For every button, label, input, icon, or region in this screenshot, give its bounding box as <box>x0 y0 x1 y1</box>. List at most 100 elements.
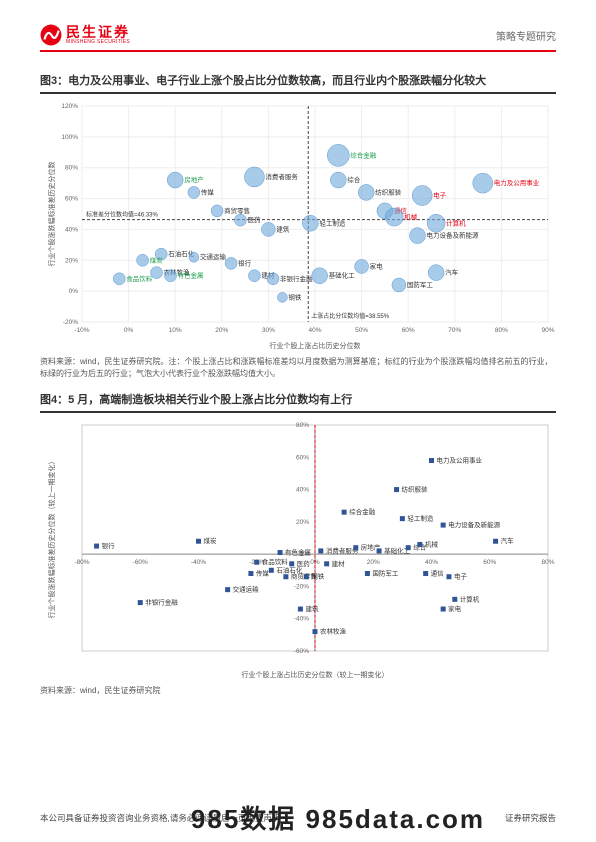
svg-text:纺织服装: 纺织服装 <box>375 188 402 197</box>
svg-text:汽车: 汽车 <box>501 536 515 545</box>
svg-text:电力及公用事业: 电力及公用事业 <box>494 179 540 188</box>
svg-text:80%: 80% <box>495 327 508 334</box>
svg-text:20%: 20% <box>65 258 78 265</box>
svg-text:纺织服装: 纺织服装 <box>402 485 429 494</box>
svg-text:60%: 60% <box>402 327 415 334</box>
svg-text:家电: 家电 <box>370 262 384 271</box>
svg-text:80%: 80% <box>65 165 78 172</box>
svg-text:-40%: -40% <box>191 559 206 566</box>
svg-text:90%: 90% <box>541 327 554 334</box>
svg-text:80%: 80% <box>296 422 309 429</box>
svg-text:机械: 机械 <box>404 212 418 221</box>
page-header: 民生证券 MINSHENG SECURITIES 策略专题研究 <box>40 24 556 52</box>
svg-text:基础化工: 基础化工 <box>329 271 356 280</box>
svg-text:上涨占比分位数均值=38.55%: 上涨占比分位数均值=38.55% <box>311 312 390 320</box>
svg-text:食品饮料: 食品饮料 <box>126 274 153 283</box>
svg-text:行业个股上涨占比历史分位数（较上一期变化）: 行业个股上涨占比历史分位数（较上一期变化） <box>242 670 389 679</box>
svg-text:-20%: -20% <box>63 319 78 326</box>
svg-text:30%: 30% <box>262 327 275 334</box>
svg-text:传媒: 传媒 <box>201 188 215 197</box>
svg-text:家电: 家电 <box>448 604 462 613</box>
svg-text:0%: 0% <box>69 289 79 296</box>
svg-text:建筑: 建筑 <box>276 225 290 234</box>
svg-text:计算机: 计算机 <box>446 219 466 228</box>
figure-4: 图4：5 月，高端制造板块相关行业个股上涨占比分位数均有上行 -80% -60% -… <box>40 393 556 697</box>
fig3-title: 图3：电力及公用事业、电子行业上涨个股占比分位数较高，而且行业内个股涨跌幅分化较… <box>40 74 556 94</box>
svg-text:行业个股涨跌幅标准差历史分位数: 行业个股涨跌幅标准差历史分位数 <box>47 162 56 267</box>
logo: 民生证券 MINSHENG SECURITIES <box>40 24 130 46</box>
footer-left: 本公司具备证券投资咨询业务资格,请务必阅读最后一页免责声明 <box>40 812 280 824</box>
fig3-caption: 资料来源：wind，民生证券研究院。注：个股上涨占比和涨跌幅标准差均以月度数据为… <box>40 356 556 378</box>
svg-text:汽车: 汽车 <box>445 268 459 277</box>
svg-text:60%: 60% <box>483 559 496 566</box>
svg-text:电力设备及新能源: 电力设备及新能源 <box>427 231 480 240</box>
svg-text:轻工制造: 轻工制造 <box>319 219 346 228</box>
svg-text:国防军工: 国防军工 <box>407 280 434 289</box>
svg-text:医药: 医药 <box>297 559 311 568</box>
logo-en: MINSHENG SECURITIES <box>66 39 130 45</box>
svg-text:有色金属: 有色金属 <box>178 271 204 280</box>
svg-text:交通运输: 交通运输 <box>200 253 227 262</box>
svg-text:钢铁: 钢铁 <box>288 293 302 302</box>
logo-icon <box>40 24 62 46</box>
svg-text:-10%: -10% <box>74 327 89 334</box>
svg-text:电子: 电子 <box>433 191 447 200</box>
svg-text:银行: 银行 <box>238 259 252 268</box>
footer-right: 证券研究报告 <box>505 812 556 824</box>
svg-text:80%: 80% <box>541 559 554 566</box>
svg-text:50%: 50% <box>355 327 368 334</box>
svg-text:医药: 医药 <box>247 216 261 225</box>
svg-text:20%: 20% <box>296 519 309 526</box>
logo-cn: 民生证券 <box>66 25 130 39</box>
svg-text:60%: 60% <box>296 454 309 461</box>
fig4-caption: 资料来源：wind，民生证券研究院 <box>40 685 556 696</box>
svg-text:标准差分位数均值=46.33%: 标准差分位数均值=46.33% <box>86 211 159 219</box>
svg-text:40%: 40% <box>425 559 438 566</box>
svg-text:消费者服务: 消费者服务 <box>265 172 298 181</box>
svg-text:-60%: -60% <box>133 559 148 566</box>
svg-text:钢铁: 钢铁 <box>311 572 325 581</box>
svg-text:-80%: -80% <box>74 559 89 566</box>
svg-text:120%: 120% <box>61 103 78 110</box>
svg-text:国防军工: 国防军工 <box>372 569 399 578</box>
svg-text:综合金融: 综合金融 <box>350 151 377 160</box>
svg-text:40%: 40% <box>65 227 78 234</box>
fig4-chart: -80%-60%-40%-20%0%20%40%60%80%-60%-40%-2… <box>40 417 556 681</box>
svg-text:非银行金融: 非银行金融 <box>145 598 178 607</box>
svg-text:20%: 20% <box>215 327 228 334</box>
svg-text:煤炭: 煤炭 <box>150 256 164 265</box>
svg-text:通信: 通信 <box>431 569 445 578</box>
svg-text:建材: 建材 <box>332 559 346 568</box>
svg-text:传媒: 传媒 <box>256 569 269 578</box>
svg-text:70%: 70% <box>448 327 461 334</box>
svg-text:电力设备及新能源: 电力设备及新能源 <box>448 520 501 529</box>
svg-text:-20%: -20% <box>294 584 309 591</box>
svg-text:10%: 10% <box>169 327 182 334</box>
svg-text:食品饮料: 食品饮料 <box>262 557 289 566</box>
figure-3: 图3：电力及公用事业、电子行业上涨个股占比分位数较高，而且行业内个股涨跌幅分化较… <box>40 74 556 379</box>
svg-text:20%: 20% <box>367 559 380 566</box>
svg-text:农林牧渔: 农林牧渔 <box>320 627 347 636</box>
svg-text:银行: 银行 <box>102 541 116 550</box>
svg-text:-40%: -40% <box>294 616 309 623</box>
svg-text:商贸零售: 商贸零售 <box>224 206 250 215</box>
fig3-chart: -10% 0% 10% 20% 30% 40% 50% 60% 70% 80% 90% -20% 0% 2… <box>40 98 556 352</box>
svg-text:计算机: 计算机 <box>460 594 480 603</box>
svg-text:综合金融: 综合金融 <box>349 507 376 516</box>
svg-text:电子: 电子 <box>454 572 468 581</box>
svg-text:行业个股涨跌幅标准差历史分位数（较上一期变化）: 行业个股涨跌幅标准差历史分位数（较上一期变化） <box>47 458 56 619</box>
svg-text:机械: 机械 <box>425 540 439 549</box>
fig4-title: 图4：5 月，高端制造板块相关行业个股上涨占比分位数均有上行 <box>40 393 556 413</box>
svg-text:0%: 0% <box>124 327 134 334</box>
svg-text:电力及公用事业: 电力及公用事业 <box>437 456 483 465</box>
svg-text:煤炭: 煤炭 <box>204 536 218 545</box>
svg-text:交通运输: 交通运输 <box>233 585 260 594</box>
svg-text:行业个股上涨占比历史分位数: 行业个股上涨占比历史分位数 <box>270 341 361 350</box>
svg-text:有色金属: 有色金属 <box>285 548 311 557</box>
footer: 本公司具备证券投资咨询业务资格,请务必阅读最后一页免责声明 证券研究报告 <box>0 812 596 824</box>
svg-text:综合: 综合 <box>347 175 361 184</box>
svg-text:建筑: 建筑 <box>305 604 319 613</box>
svg-text:房地产: 房地产 <box>184 175 204 184</box>
svg-text:60%: 60% <box>65 196 78 203</box>
svg-text:40%: 40% <box>296 487 309 494</box>
